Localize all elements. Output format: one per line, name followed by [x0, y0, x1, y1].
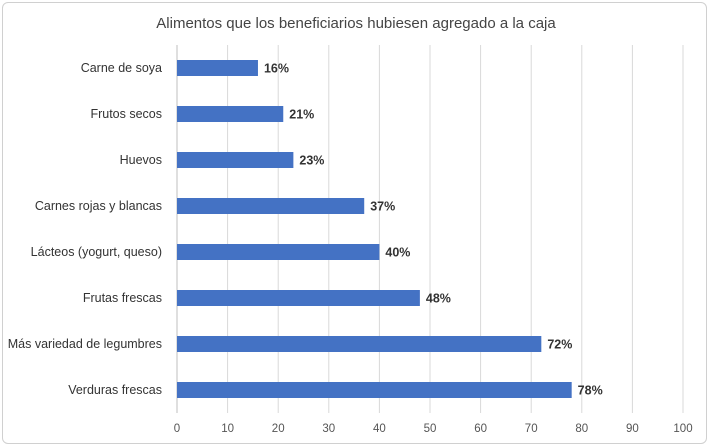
data-label: 16%: [264, 62, 289, 76]
data-label: 21%: [289, 108, 314, 122]
x-tick-label: 60: [474, 423, 487, 435]
x-tick-label: 100: [673, 423, 692, 435]
x-tick-label: 70: [525, 423, 538, 435]
data-labels: 16% 21% 23% 37% 40% 48% 72% 78%: [264, 62, 603, 398]
category-label: Frutas frescas: [83, 291, 162, 305]
category-label: Más variedad de legumbres: [8, 337, 162, 351]
data-label: 48%: [426, 292, 451, 306]
category-label: Huevos: [120, 153, 162, 167]
x-axis-ticks: 0 10 20 30 40 50 60 70 80 90 100: [174, 423, 693, 435]
x-tick-label: 20: [272, 423, 285, 435]
bars: [177, 60, 572, 398]
bar: [177, 60, 258, 76]
category-label: Carnes rojas y blancas: [35, 199, 162, 213]
bar: [177, 290, 420, 306]
chart-title: Alimentos que los beneficiarios hubiesen…: [156, 15, 556, 32]
x-tick-label: 10: [221, 423, 234, 435]
data-label: 37%: [370, 200, 395, 214]
data-label: 72%: [547, 338, 572, 352]
x-tick-label: 40: [373, 423, 386, 435]
category-label: Verduras frescas: [68, 383, 162, 397]
bar: [177, 106, 284, 122]
category-label: Lácteos (yogurt, queso): [31, 245, 162, 259]
grid-lines: [176, 45, 684, 413]
x-tick-label: 90: [626, 423, 639, 435]
data-label: 78%: [578, 384, 603, 398]
x-tick-label: 30: [322, 423, 335, 435]
x-tick-label: 50: [424, 423, 437, 435]
category-label: Frutos secos: [90, 107, 162, 121]
x-tick-label: 0: [174, 423, 180, 435]
bar: [177, 198, 365, 214]
bar: [177, 336, 542, 352]
x-tick-label: 80: [575, 423, 588, 435]
data-label: 40%: [385, 246, 410, 260]
bar: [177, 152, 294, 168]
data-label: 23%: [299, 154, 324, 168]
bar: [177, 382, 572, 398]
category-labels: Carne de soya Frutos secos Huevos Carnes ro…: [8, 61, 162, 397]
bar: [177, 244, 380, 260]
category-label: Carne de soya: [81, 61, 162, 75]
chart-frame: [2, 2, 707, 444]
